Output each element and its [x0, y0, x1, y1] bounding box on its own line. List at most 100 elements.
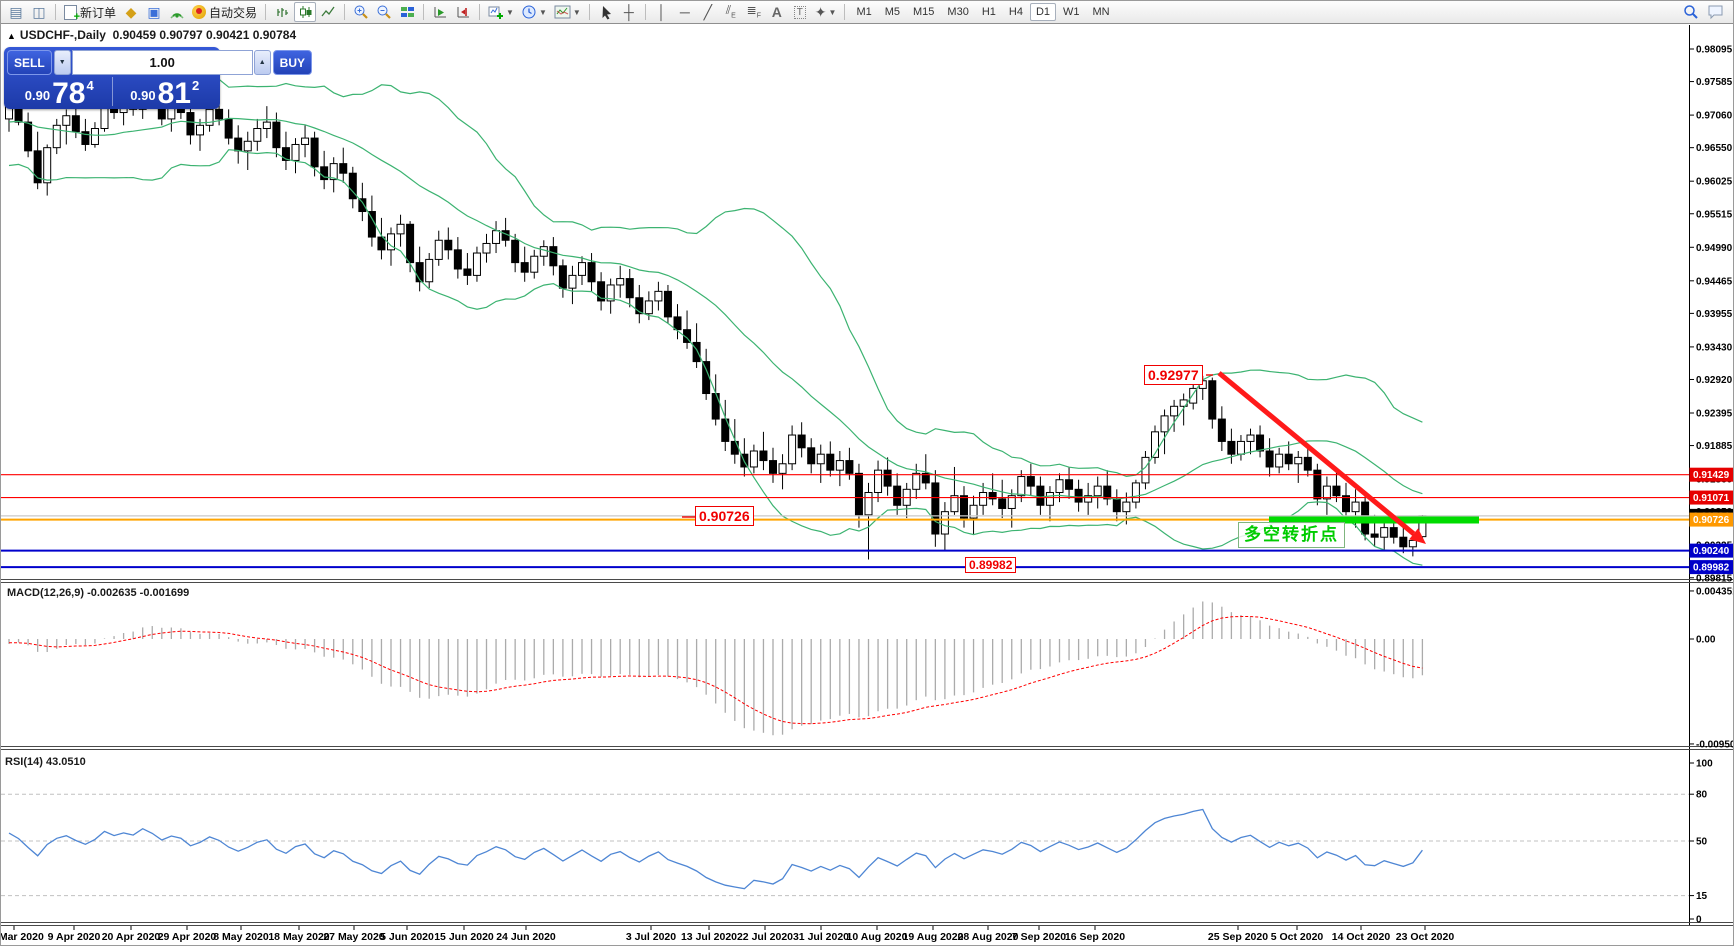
price-badge: [1689, 560, 1733, 575]
timeframe-w1[interactable]: W1: [1063, 6, 1080, 18]
separator: [844, 4, 846, 20]
candlestick: [702, 361, 711, 395]
terminal-button[interactable]: ▣: [143, 2, 165, 22]
candlestick: [597, 281, 606, 302]
date-label: 31 Mar 2020: [1, 931, 44, 943]
line-chart-button[interactable]: [317, 2, 339, 22]
volume-decrease-button[interactable]: ▼: [53, 50, 71, 75]
signals-button[interactable]: [166, 2, 188, 22]
gold-box-icon: ◆: [125, 4, 137, 20]
market-watch-button[interactable]: ▤: [5, 2, 27, 22]
timeframe-m1[interactable]: M1: [856, 6, 872, 18]
candlestick: [558, 265, 567, 289]
timeframe-m15[interactable]: M15: [913, 6, 935, 18]
signal-icon: [170, 13, 184, 19]
template-button[interactable]: ▼: [551, 2, 584, 22]
candlestick: [1045, 492, 1054, 506]
timeframe-m5[interactable]: M5: [884, 6, 901, 18]
turning-point-label[interactable]: 多空转折点: [1238, 522, 1345, 548]
sell-button[interactable]: SELL: [7, 50, 52, 75]
fibonacci-tool-button[interactable]: ≣F: [743, 2, 765, 22]
tile-windows-button[interactable]: [396, 2, 418, 22]
bb-lower-band: [8, 149, 1423, 566]
candlestick: [377, 236, 386, 251]
add-indicator-button[interactable]: ▼: [485, 2, 517, 22]
new-order-button[interactable]: + 新订单: [61, 2, 119, 23]
date-label: 29 Apr 2020: [158, 931, 217, 943]
date-label: 7 Sep 2020: [1012, 931, 1066, 943]
buy-price[interactable]: 0.90 81 2: [113, 75, 218, 110]
candlestick: [1084, 495, 1093, 503]
price-tick-label: 0.91885: [1696, 441, 1733, 452]
date-label: 5 Oct 2020: [1271, 931, 1324, 943]
candlestick: [807, 447, 816, 465]
timeframe-h1[interactable]: H1: [981, 6, 996, 18]
candlestick: [730, 440, 739, 455]
peak-price-label[interactable]: 0.92977: [1144, 365, 1203, 385]
low-price-label[interactable]: 0.89982: [965, 557, 1017, 573]
sell-price[interactable]: 0.90 78 4: [7, 75, 112, 109]
dropdown-caret-icon: ▼: [572, 7, 581, 17]
add-indicator-icon: [488, 6, 504, 19]
trendline-tool-button[interactable]: ╱: [697, 2, 719, 22]
date-label: 31 Jul 2020: [793, 931, 849, 943]
candlestick: [931, 482, 940, 535]
candlestick: [663, 290, 672, 318]
search-icon[interactable]: [1683, 4, 1699, 20]
volume-input[interactable]: [71, 50, 253, 75]
candlestick: [434, 239, 443, 260]
separator: [344, 4, 346, 20]
timeframe-m30[interactable]: M30: [947, 6, 969, 18]
candlestick: [310, 137, 319, 168]
chart-title: ▲ USDCHF-,Daily 0.90459 0.90797 0.90421 0…: [7, 28, 296, 42]
vline-tool-button[interactable]: │: [651, 2, 673, 22]
buy-price-big: 81: [157, 77, 191, 110]
candlestick: [301, 137, 310, 145]
candlestick: [1007, 495, 1016, 509]
data-window-button[interactable]: ◫: [28, 2, 50, 22]
metaquotes-button[interactable]: ◆: [120, 2, 142, 22]
candlestick: [520, 262, 529, 273]
price-badge-label: 0.90240: [1693, 546, 1730, 557]
zoom-out-button[interactable]: [373, 2, 395, 22]
buy-button[interactable]: BUY: [272, 50, 313, 75]
market-watch-icon: ▤: [9, 4, 23, 20]
chart-shift-button[interactable]: [452, 2, 474, 22]
hline-tool-button[interactable]: ─: [674, 2, 696, 22]
date-label: 18 May 2020: [268, 931, 329, 943]
channel-tool-button[interactable]: ⫽E: [720, 2, 742, 22]
text-label-icon: T: [793, 5, 806, 19]
tile-windows-icon: [400, 7, 414, 17]
candlestick: [1265, 450, 1274, 468]
rsi-tick-label: 80: [1696, 790, 1708, 801]
periods-button[interactable]: ▼: [518, 2, 550, 22]
text-label-tool-button[interactable]: T: [789, 2, 811, 22]
candlestick: [644, 300, 653, 315]
volume-increase-button[interactable]: ▲: [253, 50, 271, 75]
toolbar: ▤ ◫ + 新订单 ◆ ▣ 自动交易 ▼ ▼ ▼ ┼: [1, 1, 1733, 24]
timeframe-h4[interactable]: H4: [1008, 6, 1023, 18]
macd-tick-label: 0.00: [1696, 635, 1716, 646]
bar-chart-button[interactable]: [271, 2, 293, 22]
autoscroll-button[interactable]: [429, 2, 451, 22]
crosshair-tool-button[interactable]: ┼: [618, 2, 640, 22]
candlestick: [635, 297, 644, 315]
zoom-in-button[interactable]: [350, 2, 372, 22]
price-badge-label: 0.90726: [1693, 515, 1730, 526]
candlestick: [1160, 415, 1169, 433]
autotrade-button[interactable]: 自动交易: [189, 2, 260, 22]
text-tool-button[interactable]: A: [766, 2, 788, 22]
separator: [55, 4, 56, 20]
arrows-tool-button[interactable]: ✦ ▼: [812, 2, 840, 22]
candle-chart-button[interactable]: [294, 2, 317, 22]
price-tick-label: 0.92920: [1696, 375, 1733, 386]
timeframe-d1[interactable]: D1: [1029, 3, 1057, 21]
candlestick: [874, 469, 883, 494]
support-price-label[interactable]: 0.90726: [695, 506, 754, 526]
candlestick: [1322, 485, 1331, 500]
cursor-tool-button[interactable]: [595, 2, 617, 22]
chat-icon[interactable]: [1707, 4, 1725, 20]
candlestick: [224, 118, 233, 139]
timeframe-mn[interactable]: MN: [1092, 6, 1110, 18]
